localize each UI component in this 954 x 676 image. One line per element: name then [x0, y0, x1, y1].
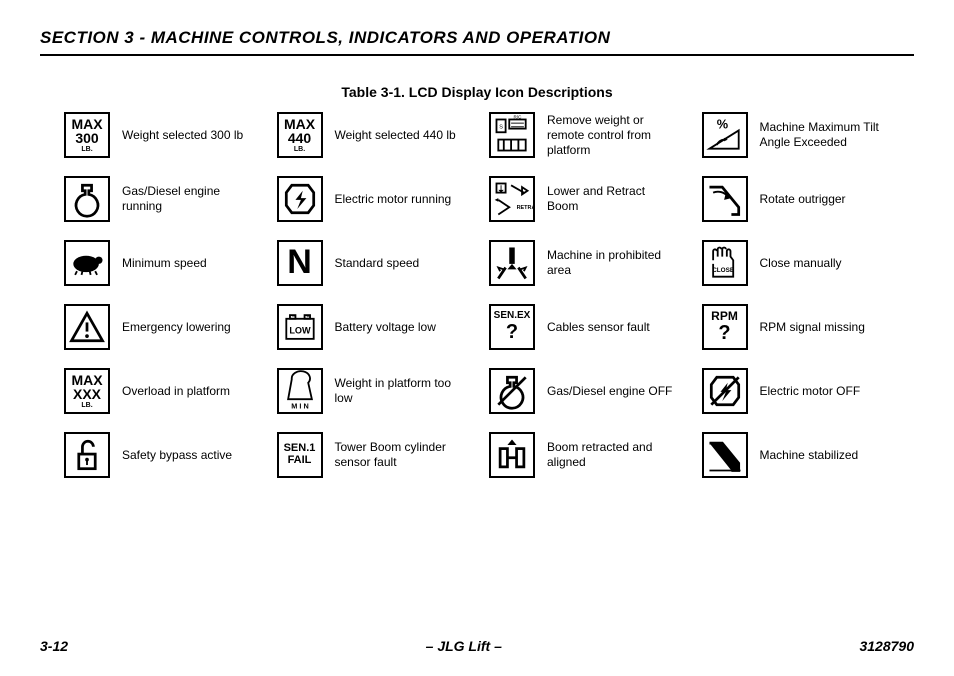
electric-off-icon — [702, 368, 748, 414]
desc: Overload in platform — [122, 384, 253, 399]
desc: Close manually — [760, 256, 891, 271]
cell-lower-retract: RETRACT Lower and Retract Boom — [489, 176, 678, 222]
overload-icon: MAXXXXLB. — [64, 368, 110, 414]
doc-number: 3128790 — [859, 638, 914, 654]
sen1-fail-icon: SEN.1FAIL — [277, 432, 323, 478]
desc: Cables sensor fault — [547, 320, 678, 335]
cell-gas-off: Gas/Diesel engine OFF — [489, 368, 678, 414]
desc: Rotate outrigger — [760, 192, 891, 207]
rotate-outrigger-icon — [702, 176, 748, 222]
desc: Lower and Retract Boom — [547, 184, 678, 214]
engine-running-icon — [64, 176, 110, 222]
cell-emerg-lower: Emergency lowering — [64, 304, 253, 350]
svg-text:%: % — [716, 117, 728, 132]
cell-prohibited: Machine in prohibited area — [489, 240, 678, 286]
cell-gas-on: Gas/Diesel engine running — [64, 176, 253, 222]
rpm-missing-icon: RPM? — [702, 304, 748, 350]
desc: Boom retracted and aligned — [547, 440, 678, 470]
cell-stabilized: Machine stabilized — [702, 432, 891, 478]
page-footer: 3-12 – JLG Lift – 3128790 — [40, 638, 914, 654]
senex-fault-icon: SEN.EX? — [489, 304, 535, 350]
desc: Machine in prohibited area — [547, 248, 678, 278]
cell-min-speed: Minimum speed — [64, 240, 253, 286]
desc: Minimum speed — [122, 256, 253, 271]
prohibited-area-icon — [489, 240, 535, 286]
svg-text:−: − — [291, 314, 294, 320]
cell-bypass: Safety bypass active — [64, 432, 253, 478]
svg-text:+: + — [306, 314, 309, 320]
max-440-icon: MAX440LB. — [277, 112, 323, 158]
desc: Emergency lowering — [122, 320, 253, 335]
footer-center: – JLG Lift – — [426, 638, 502, 654]
svg-text:R/C: R/C — [514, 115, 523, 120]
electric-motor-icon — [277, 176, 323, 222]
weight-low-icon: M I N — [277, 368, 323, 414]
cell-rpm: RPM? RPM signal missing — [702, 304, 891, 350]
desc: Tower Boom cylinder sensor fault — [335, 440, 466, 470]
desc: Gas/Diesel engine running — [122, 184, 253, 214]
cell-std-speed: N Standard speed — [277, 240, 466, 286]
remove-weight-icon: S R/C — [489, 112, 535, 158]
cell-weight-low: M I N Weight in platform too low — [277, 368, 466, 414]
desc: Battery voltage low — [335, 320, 466, 335]
page-number: 3-12 — [40, 638, 68, 654]
cell-batt-low: − + LOW Battery voltage low — [277, 304, 466, 350]
stabilized-icon — [702, 432, 748, 478]
desc: Machine Maximum Tilt Angle Exceeded — [760, 120, 891, 150]
desc: Remove weight or remote control from pla… — [547, 113, 678, 158]
cell-max300: MAX300LB. Weight selected 300 lb — [64, 112, 253, 158]
table-title: Table 3-1. LCD Display Icon Descriptions — [40, 84, 914, 100]
svg-text:RETRACT: RETRACT — [517, 205, 533, 211]
engine-off-icon — [489, 368, 535, 414]
close-manually-icon: CLOSE — [702, 240, 748, 286]
cell-remove-weight: S R/C Remove weight or remote control fro… — [489, 112, 678, 158]
svg-text:LOW: LOW — [289, 325, 311, 335]
section-title: SECTION 3 - MACHINE CONTROLS, INDICATORS… — [40, 28, 914, 56]
cell-overload: MAXXXXLB. Overload in platform — [64, 368, 253, 414]
desc: Electric motor running — [335, 192, 466, 207]
desc: RPM signal missing — [760, 320, 891, 335]
cell-elec-on: Electric motor running — [277, 176, 466, 222]
icon-grid: MAX300LB. Weight selected 300 lb MAX440L… — [40, 112, 914, 478]
max-300-icon: MAX300LB. — [64, 112, 110, 158]
desc: Standard speed — [335, 256, 466, 271]
cell-senex: SEN.EX? Cables sensor fault — [489, 304, 678, 350]
desc: Machine stabilized — [760, 448, 891, 463]
cell-sen1fail: SEN.1FAIL Tower Boom cylinder sensor fau… — [277, 432, 466, 478]
battery-low-icon: − + LOW — [277, 304, 323, 350]
desc: Electric motor OFF — [760, 384, 891, 399]
turtle-icon — [64, 240, 110, 286]
desc: Safety bypass active — [122, 448, 253, 463]
cell-elec-off: Electric motor OFF — [702, 368, 891, 414]
desc: Gas/Diesel engine OFF — [547, 384, 678, 399]
cell-retracted: Boom retracted and aligned — [489, 432, 678, 478]
boom-retracted-icon — [489, 432, 535, 478]
lower-retract-icon: RETRACT — [489, 176, 535, 222]
svg-text:CLOSE: CLOSE — [712, 267, 734, 274]
warning-triangle-icon — [64, 304, 110, 350]
cell-close-manual: CLOSE Close manually — [702, 240, 891, 286]
cell-rotate-outrigger: Rotate outrigger — [702, 176, 891, 222]
desc: Weight selected 300 lb — [122, 128, 253, 143]
desc: Weight selected 440 lb — [335, 128, 466, 143]
cell-tilt: % Machine Maximum Tilt Angle Exceeded — [702, 112, 891, 158]
n-speed-icon: N — [277, 240, 323, 286]
tilt-angle-icon: % — [702, 112, 748, 158]
cell-max440: MAX440LB. Weight selected 440 lb — [277, 112, 466, 158]
desc: Weight in platform too low — [335, 376, 466, 406]
svg-text:M I N: M I N — [291, 401, 308, 410]
padlock-open-icon — [64, 432, 110, 478]
svg-text:S: S — [499, 125, 503, 131]
